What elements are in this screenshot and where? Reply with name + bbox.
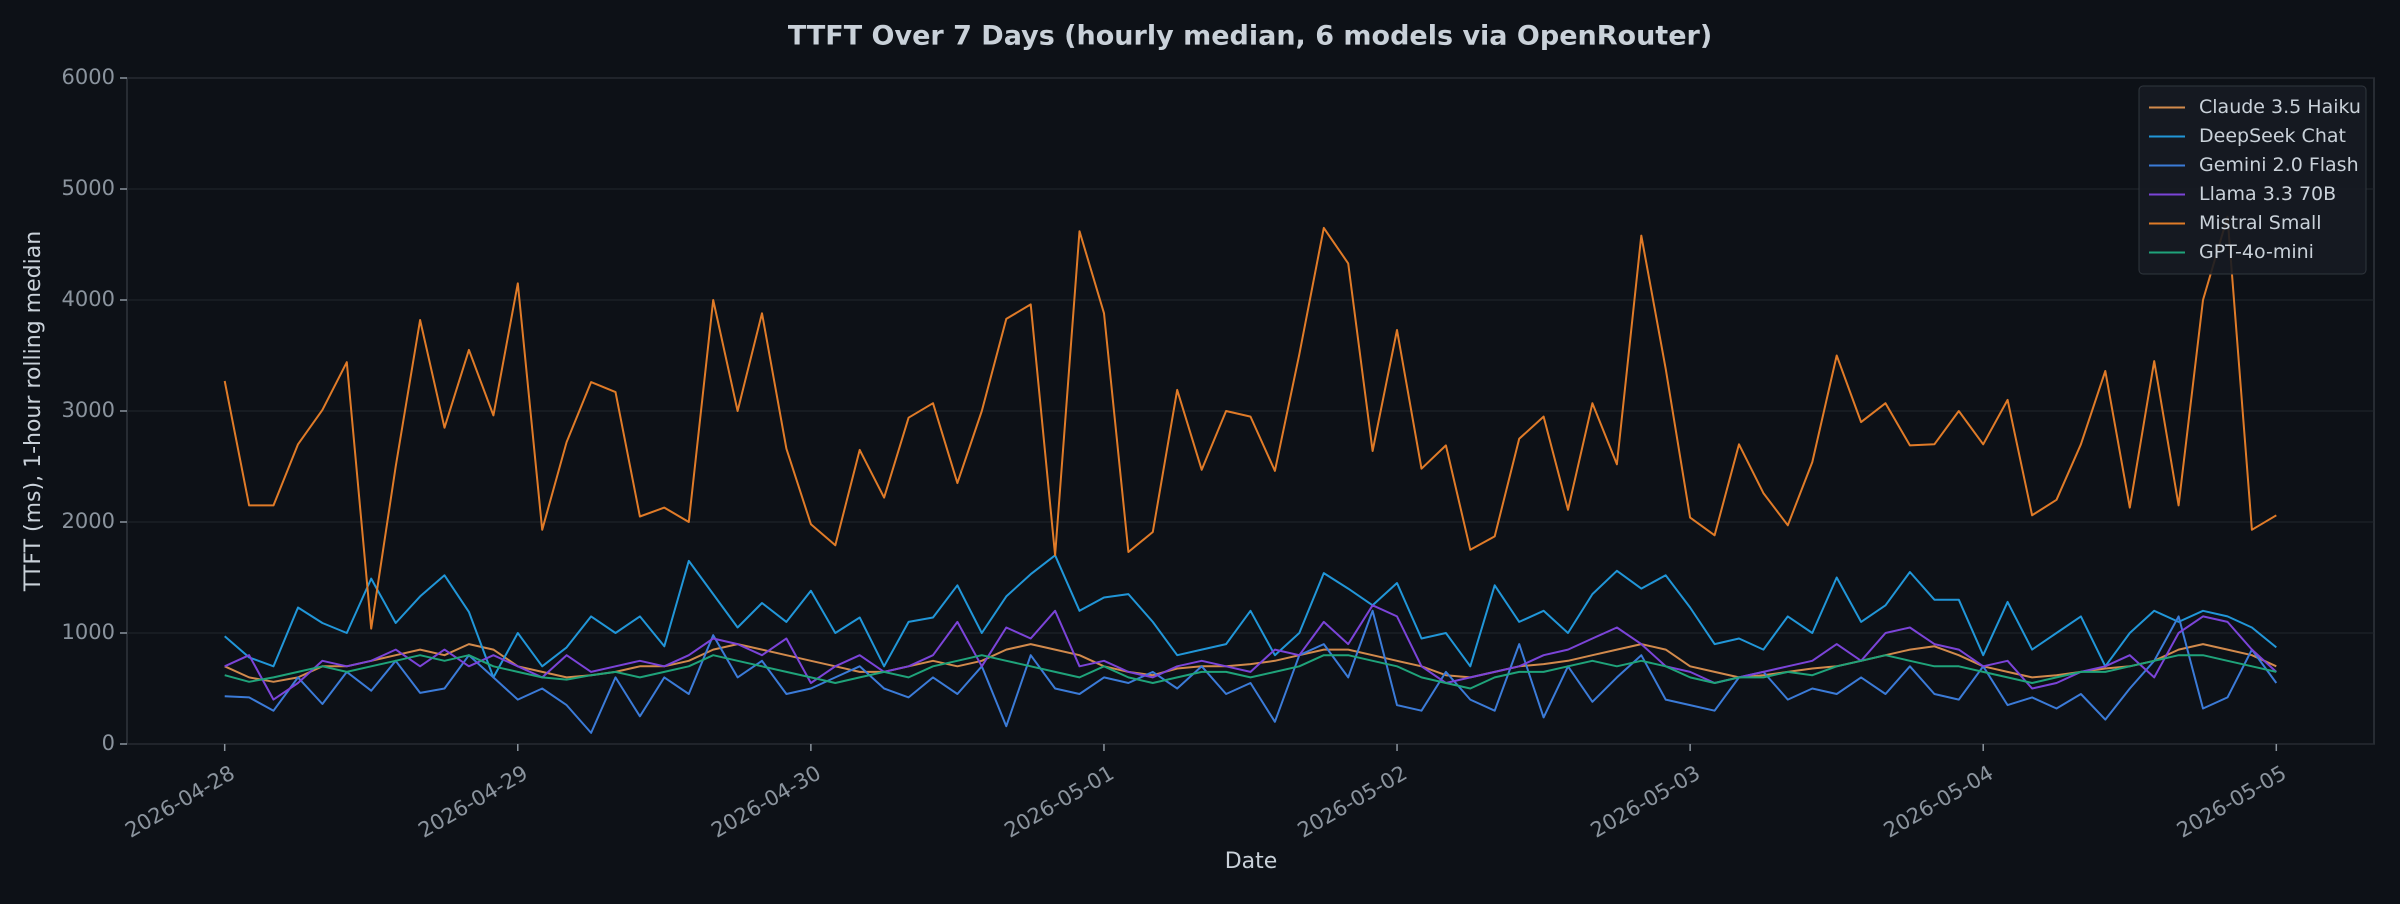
y-tick-label: 2000 [62, 509, 115, 533]
y-tick-label: 0 [102, 731, 115, 755]
y-tick-label: 5000 [62, 176, 115, 200]
legend-label: Claude 3.5 Haiku [2199, 96, 2361, 118]
series-line [224, 604, 2277, 701]
y-tick-label: 3000 [62, 398, 115, 422]
legend-label: Mistral Small [2199, 212, 2322, 234]
legend-label: GPT-4o-mini [2199, 241, 2314, 263]
chart-title: TTFT Over 7 Days (hourly median, 6 model… [788, 21, 1712, 52]
y-axis-label: TTFT (ms), 1-hour rolling median [21, 231, 46, 592]
series-line [224, 654, 2277, 690]
legend-box [2138, 85, 2367, 275]
x-axis-label: Date [1225, 849, 1278, 874]
series-line [224, 643, 2277, 683]
y-tick-label: 6000 [62, 65, 115, 89]
y-tick-label: 4000 [62, 287, 115, 311]
legend-label: DeepSeek Chat [2199, 125, 2346, 147]
y-tick-label: 1000 [62, 620, 115, 644]
series-line [224, 609, 2278, 734]
series-line [224, 554, 2277, 679]
legend-label: Llama 3.3 70B [2199, 183, 2336, 205]
series-line [223, 215, 2277, 630]
legend: Claude 3.5 Haiku DeepSeek Chat Gemini 2.0 … [2138, 85, 2367, 275]
legend-label: Gemini 2.0 Flash [2199, 154, 2359, 176]
